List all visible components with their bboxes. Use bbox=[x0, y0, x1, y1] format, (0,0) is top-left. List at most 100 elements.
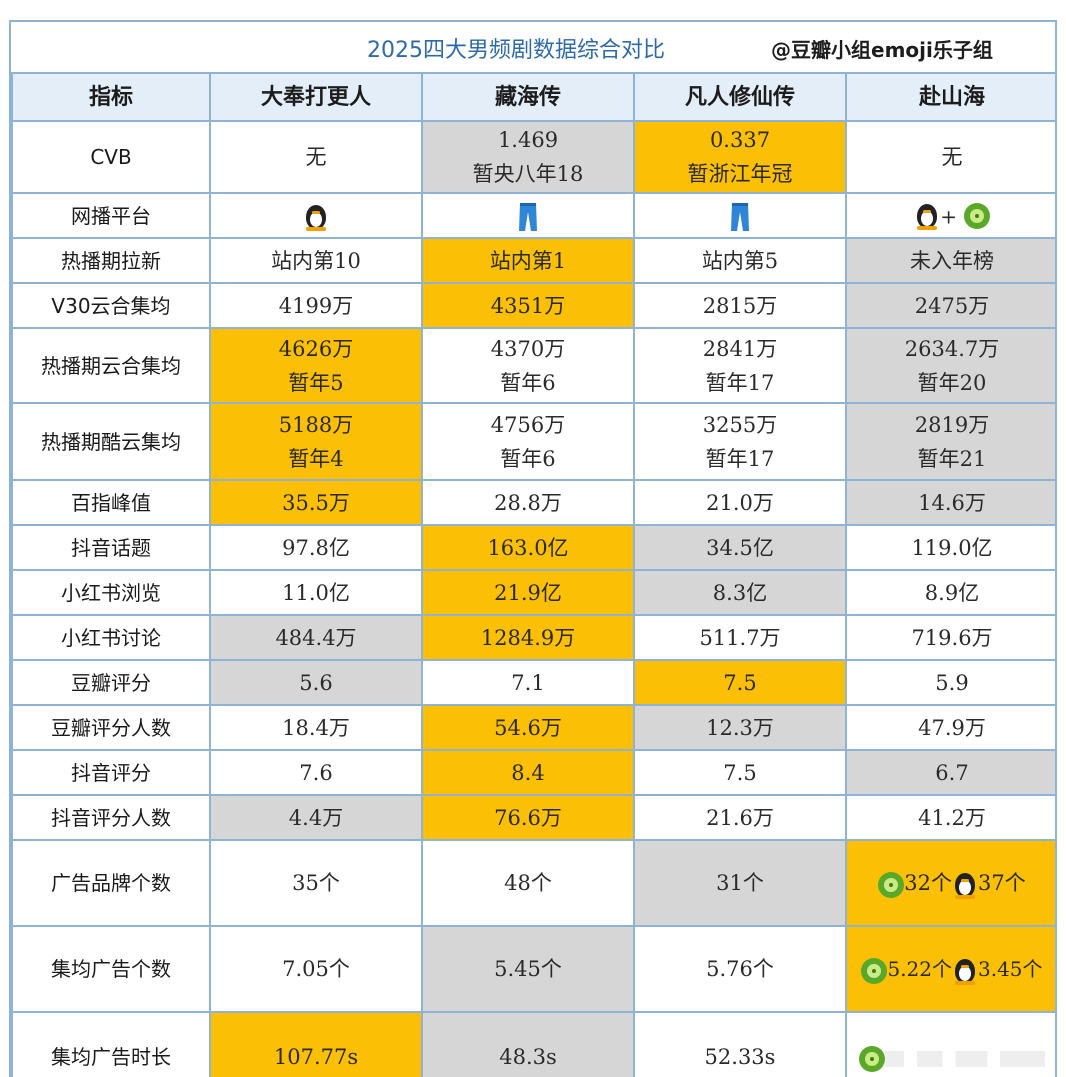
cell: 719.6万 bbox=[845, 614, 1055, 661]
cell bbox=[421, 192, 635, 239]
cell: 11.0亿 bbox=[209, 569, 423, 616]
cell-rank: 暂年5 bbox=[288, 370, 344, 395]
cell: 2841万暂年17 bbox=[633, 327, 847, 404]
cell: 41.2万 bbox=[845, 794, 1055, 841]
cell: 4756万 暂年6 bbox=[421, 402, 635, 481]
comparison-table: 指标 大奉打更人 藏海传 凡人修仙传 赴山海 CVB 无 1.469 暂央八年18… bbox=[11, 72, 1055, 1077]
cell: 2815万 bbox=[633, 282, 847, 329]
table-row-douyin-topic: 抖音话题 97.8亿 163.0亿 34.5亿 119.0亿 bbox=[11, 524, 1055, 571]
row-label: 豆瓣评分人数 bbox=[11, 704, 211, 751]
penguin-icon bbox=[303, 203, 329, 231]
cell-value: 4370万 bbox=[490, 336, 566, 361]
cell: 119.0亿 bbox=[845, 524, 1055, 571]
cell: 站内第1 bbox=[421, 237, 635, 284]
cell-value: 1.469 bbox=[497, 128, 559, 152]
row-label: 集均广告时长 bbox=[11, 1011, 211, 1077]
pants-icon bbox=[518, 202, 538, 232]
table-row-xhs-view: 小红书浏览 11.0亿 21.9亿 8.3亿 8.9亿 bbox=[11, 569, 1055, 616]
cell-value: 2819万 bbox=[914, 412, 990, 437]
cell: 47.9万 bbox=[845, 704, 1055, 751]
cell-value: 5.22个 bbox=[887, 957, 952, 981]
cell: 4626万暂年5 bbox=[209, 327, 423, 404]
table-row-kuyun: 热播期酷云集均 5188万 暂年4 4756万 暂年6 3255万 暂年17 2819… bbox=[11, 402, 1055, 481]
cell: 5.76个 bbox=[633, 925, 847, 1013]
comparison-card: 2025四大男频剧数据综合对比 @豆瓣小组emoji乐子组 指标 大奉打更人 藏… bbox=[9, 20, 1057, 1077]
row-label: 网播平台 bbox=[11, 192, 211, 239]
cell: 0.337 暂浙江年冠 bbox=[633, 120, 847, 194]
row-label: 集均广告个数 bbox=[11, 925, 211, 1013]
row-label: 热播期酷云集均 bbox=[11, 402, 211, 481]
cell: 7.6 bbox=[209, 749, 423, 796]
table-row-v30: V30云合集均 4199万 4351万 2815万 2475万 bbox=[11, 282, 1055, 329]
cell: 35.5万 bbox=[209, 479, 423, 526]
obscured-text bbox=[885, 1050, 1045, 1067]
page-title: 2025四大男频剧数据综合对比 bbox=[367, 38, 665, 63]
row-label: 热播期云合集均 bbox=[11, 327, 211, 404]
cell bbox=[633, 192, 847, 239]
cell: 48个 bbox=[421, 839, 635, 927]
cell: 无 bbox=[209, 120, 423, 194]
cell-rank: 暂年20 bbox=[917, 370, 987, 395]
cell-rank: 暂年4 bbox=[288, 446, 344, 471]
cell: 1.469 暂央八年18 bbox=[421, 120, 635, 194]
cell: 34.5亿 bbox=[633, 524, 847, 571]
cell: 5.9 bbox=[845, 659, 1055, 706]
cell: 8.9亿 bbox=[845, 569, 1055, 616]
cell-rank: 暂年6 bbox=[500, 370, 556, 395]
header-row: 指标 大奉打更人 藏海传 凡人修仙传 赴山海 bbox=[11, 72, 1055, 122]
header-metric: 指标 bbox=[11, 72, 211, 122]
pants-icon bbox=[730, 202, 750, 232]
cell: 97.8亿 bbox=[209, 524, 423, 571]
cell: + bbox=[845, 192, 1055, 239]
cell-value: 2634.7万 bbox=[904, 336, 1000, 361]
table-row-cvb: CVB 无 1.469 暂央八年18 0.337 暂浙江年冠 无 bbox=[11, 120, 1055, 194]
cell: 2634.7万 暂年20 bbox=[845, 327, 1055, 404]
table-row-douban: 豆瓣评分 5.6 7.1 7.5 5.9 bbox=[11, 659, 1055, 706]
cell: 1284.9万 bbox=[421, 614, 635, 661]
table-row-yunhe: 热播期云合集均 4626万暂年5 4370万暂年6 2841万暂年17 2634… bbox=[11, 327, 1055, 404]
cell-value: 4626万 bbox=[278, 336, 354, 361]
row-label: V30云合集均 bbox=[11, 282, 211, 329]
header-fushanhai: 赴山海 bbox=[845, 72, 1055, 122]
kiwi-icon bbox=[861, 957, 888, 984]
cell: 4.4万 bbox=[209, 794, 423, 841]
header-canghai: 藏海传 bbox=[421, 72, 635, 122]
cell: 7.1 bbox=[421, 659, 635, 706]
cell: 4199万 bbox=[209, 282, 423, 329]
cell: 14.6万 bbox=[845, 479, 1055, 526]
cell: 21.0万 bbox=[633, 479, 847, 526]
cell: 28.8万 bbox=[421, 479, 635, 526]
table-row-new-users: 热播期拉新 站内第10 站内第1 站内第5 未入年榜 bbox=[11, 237, 1055, 284]
row-label: 豆瓣评分 bbox=[11, 659, 211, 706]
cell-rank: 暂年17 bbox=[705, 370, 775, 395]
cell-value: 0.337 bbox=[709, 128, 771, 152]
cell: 5188万 暂年4 bbox=[209, 402, 423, 481]
row-label: 抖音评分人数 bbox=[11, 794, 211, 841]
cell: 35个 bbox=[209, 839, 423, 927]
kiwi-icon bbox=[963, 203, 990, 230]
cell: 8.3亿 bbox=[633, 569, 847, 616]
cell: 4370万暂年6 bbox=[421, 327, 635, 404]
header-daf: 大奉打更人 bbox=[209, 72, 423, 122]
row-label: 百指峰值 bbox=[11, 479, 211, 526]
cell: 32个 37个 bbox=[845, 839, 1055, 927]
cell-value: 2841万 bbox=[702, 336, 778, 361]
table-row-ad-brands: 广告品牌个数 35个 48个 31个 32个 37个 bbox=[11, 839, 1055, 927]
table-row-douyin-count: 抖音评分人数 4.4万 76.6万 21.6万 41.2万 bbox=[11, 794, 1055, 841]
cell: 站内第10 bbox=[209, 237, 423, 284]
cell-rank: 暂年17 bbox=[705, 446, 775, 471]
title-bar: 2025四大男频剧数据综合对比 @豆瓣小组emoji乐子组 bbox=[11, 22, 1055, 74]
row-label: 抖音评分 bbox=[11, 749, 211, 796]
row-label: CVB bbox=[11, 120, 211, 194]
penguin-icon bbox=[914, 202, 940, 231]
table-row-xhs-discussion: 小红书讨论 484.4万 1284.9万 511.7万 719.6万 bbox=[11, 614, 1055, 661]
row-label: 抖音话题 bbox=[11, 524, 211, 571]
cell: 5.22个 3.45个 bbox=[845, 925, 1055, 1013]
cell-value: 3.45个 bbox=[978, 957, 1043, 981]
cell: 未入年榜 bbox=[845, 237, 1055, 284]
cell: 163.0亿 bbox=[421, 524, 635, 571]
cell: 21.6万 bbox=[633, 794, 847, 841]
cell: 76.6万 bbox=[421, 794, 635, 841]
cell bbox=[845, 1011, 1055, 1077]
kiwi-icon bbox=[878, 871, 905, 898]
